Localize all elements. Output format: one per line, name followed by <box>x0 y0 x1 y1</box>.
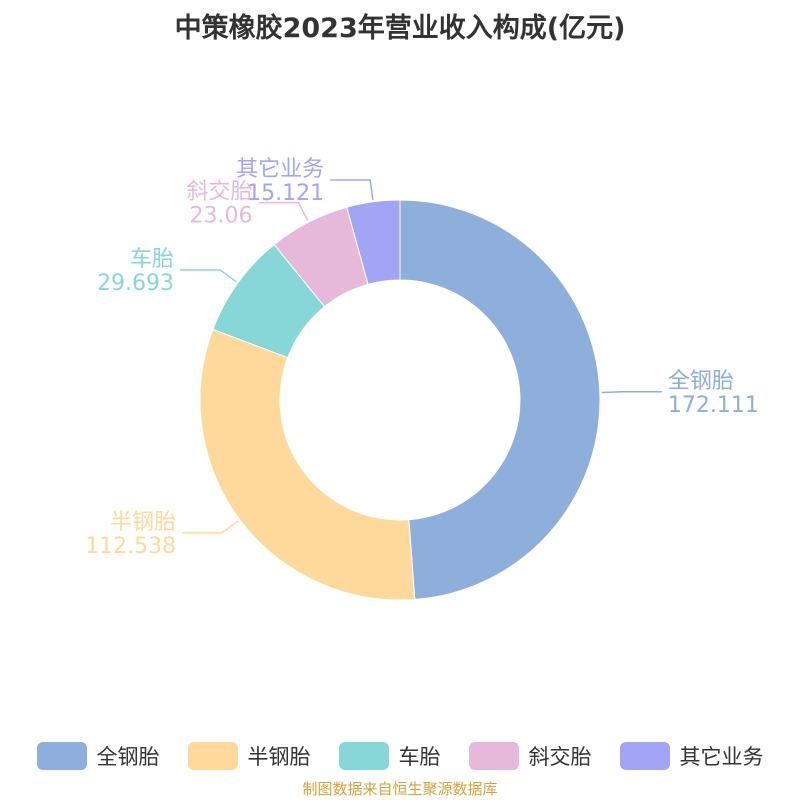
legend-item-ban-gang-tai[interactable]: 半钢胎 <box>187 741 311 771</box>
legend-label: 斜交胎 <box>528 745 592 769</box>
legend: 全钢胎 半钢胎 车胎 斜交胎 其它业务 <box>0 738 800 774</box>
slice-label-name: 全钢胎 <box>668 369 734 394</box>
legend-item-xie-jiao-tai[interactable]: 斜交胎 <box>468 741 592 771</box>
slice-label-value: 112.538 <box>85 534 176 559</box>
slice-label-name: 车胎 <box>130 247 174 272</box>
label-leader-line <box>180 269 237 283</box>
label-leader-line <box>330 179 374 200</box>
donut-slice[interactable] <box>399 199 601 600</box>
donut-slice[interactable] <box>199 328 416 601</box>
slice-label-name: 半钢胎 <box>110 510 176 535</box>
legend-label: 车胎 <box>398 745 441 769</box>
legend-label: 其它业务 <box>679 745 764 769</box>
legend-swatch <box>468 742 519 770</box>
chart-title: 中策橡胶2023年营业收入构成(亿元) <box>174 13 626 44</box>
slice-label-value: 172.111 <box>668 393 759 418</box>
label-leader-line <box>601 391 662 394</box>
label-leader-line <box>182 520 239 534</box>
legend-swatch <box>36 742 87 770</box>
slice-label-name: 其它业务 <box>236 157 324 182</box>
label-leader-line <box>258 201 309 221</box>
slice-label-value: 15.121 <box>247 181 324 206</box>
legend-label: 全钢胎 <box>96 745 160 769</box>
data-source-note: 制图数据来自恒生聚源数据库 <box>302 780 498 798</box>
slice-label-value: 29.693 <box>97 271 174 296</box>
slice-label-name: 斜交胎 <box>186 180 252 205</box>
legend-swatch <box>619 742 670 770</box>
slice-label-value: 23.06 <box>189 204 252 229</box>
donut-slices <box>199 199 601 601</box>
donut-slice[interactable] <box>346 199 401 285</box>
legend-item-quan-gang-tai[interactable]: 全钢胎 <box>36 741 160 771</box>
legend-item-che-tai[interactable]: 车胎 <box>338 741 441 771</box>
legend-swatch <box>338 742 389 770</box>
legend-label: 半钢胎 <box>247 745 311 769</box>
legend-swatch <box>187 742 238 770</box>
legend-item-qi-ta-ye-wu[interactable]: 其它业务 <box>619 741 764 771</box>
